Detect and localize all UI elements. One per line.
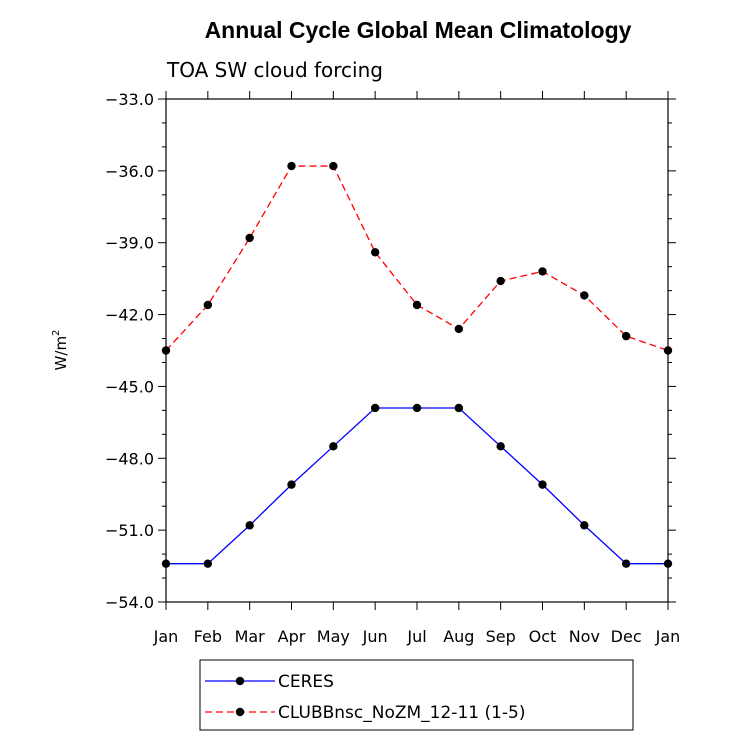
y-tick-label: −42.0 — [105, 306, 154, 325]
y-axis-label: W/m2 — [51, 330, 70, 371]
data-point — [203, 559, 213, 568]
data-point — [245, 521, 254, 530]
data-point — [538, 480, 547, 489]
chart-title: Annual Cycle Global Mean Climatology — [205, 17, 632, 43]
data-point — [663, 559, 673, 568]
y-tick-labels: −33.0 −36.0 −39.0 −42.0 −45.0 −48.0 −51.0 −54.0 — [105, 90, 154, 612]
data-point — [203, 300, 213, 310]
data-point — [412, 403, 422, 413]
legend-items: CERES CLUBBnsc_NoZM_12-11 (1-5) — [205, 672, 526, 723]
x-tick-label: Jan — [153, 627, 179, 646]
data-point — [329, 161, 338, 171]
data-point — [538, 267, 547, 276]
x-tick-label: Apr — [278, 627, 306, 646]
data-point — [412, 300, 422, 310]
plot-frame — [165, 98, 669, 603]
data-point — [161, 559, 171, 568]
chart-subtitle: TOA SW cloud forcing — [166, 58, 383, 82]
x-tick-label: Aug — [443, 627, 474, 646]
y-tick-label: −39.0 — [105, 234, 154, 253]
data-point — [663, 346, 673, 355]
x-tick-labels: Jan Feb Mar Apr May Jun Jul Aug Sep Oct Nov Dec Jan — [153, 627, 681, 646]
data-point — [496, 442, 505, 451]
data-point — [370, 248, 380, 257]
y-axis-label-superscript: 2 — [51, 330, 62, 336]
data-point — [287, 161, 296, 171]
data-point — [329, 442, 338, 451]
data-point — [454, 324, 464, 334]
data-point — [496, 276, 505, 286]
x-tick-label: May — [317, 627, 350, 646]
data-point — [245, 233, 254, 243]
x-tick-label: Sep — [486, 627, 516, 646]
series-0 — [161, 403, 673, 568]
data-point — [580, 291, 589, 300]
y-tick-label: −33.0 — [105, 90, 154, 109]
y-tick-label: −45.0 — [105, 377, 154, 396]
legend-label: CLUBBnsc_NoZM_12-11 (1-5) — [278, 703, 526, 723]
series-1 — [161, 161, 673, 355]
x-tick-label: Jul — [406, 627, 426, 646]
x-tick-label: Jun — [362, 627, 388, 646]
series-line-0 — [166, 407, 668, 565]
legend-item-0: CERES — [205, 672, 334, 692]
data-point — [621, 559, 631, 568]
legend-item-1: CLUBBnsc_NoZM_12-11 (1-5) — [205, 703, 526, 723]
data-point — [621, 331, 631, 341]
y-tick-label: −51.0 — [105, 521, 154, 540]
x-tick-label: Jan — [655, 627, 681, 646]
legend-label: CERES — [278, 672, 334, 692]
x-tick-label: Feb — [194, 627, 222, 646]
svg-text:W/m2: W/m2 — [51, 330, 70, 371]
x-tick-label: Dec — [611, 627, 642, 646]
data-point — [580, 521, 589, 530]
x-tick-label: Oct — [529, 627, 557, 646]
y-tick-label: −36.0 — [105, 162, 154, 181]
data-point — [161, 346, 171, 355]
legend-swatch-marker — [235, 707, 245, 717]
data-point — [287, 480, 296, 489]
series-layer — [161, 161, 673, 568]
data-point — [454, 403, 464, 413]
x-tick-label: Mar — [235, 627, 266, 646]
legend-swatch-marker — [235, 676, 245, 686]
legend: CERES CLUBBnsc_NoZM_12-11 (1-5) — [199, 659, 634, 731]
y-tick-label: −54.0 — [105, 593, 154, 612]
data-point — [370, 403, 380, 413]
series-line-1 — [165, 165, 669, 352]
y-axis-label-text: W/m — [52, 336, 70, 371]
axis-ticks — [158, 91, 676, 610]
legend-box — [199, 659, 634, 731]
y-tick-label: −48.0 — [105, 449, 154, 468]
x-tick-label: Nov — [569, 627, 600, 646]
